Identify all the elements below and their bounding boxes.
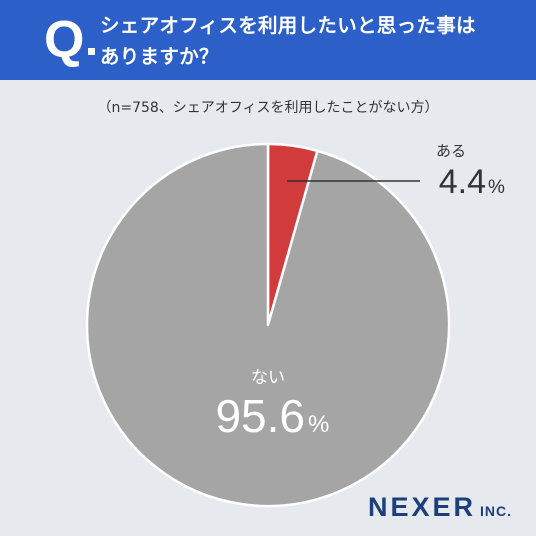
question-text-line-1: シェアオフィスを利用したいと思った事は <box>100 14 476 37</box>
brand-logo: NEXER INC. <box>368 492 512 523</box>
brand-name: NEXER <box>368 492 477 522</box>
brand-suffix: INC. <box>480 503 513 519</box>
question-mark-dot <box>88 48 95 55</box>
slice-label-aru: ある <box>436 142 466 160</box>
slice-value-nai: 95.6 <box>215 390 305 442</box>
slice-value-aru: 4.4 <box>439 163 486 201</box>
question-text-line-2: ありますか？ <box>100 45 219 68</box>
pie-slice-nai <box>85 142 451 508</box>
question-mark: Q <box>44 11 85 69</box>
question-header: Q シェアオフィスを利用したいと思った事は ありますか？ <box>0 0 536 80</box>
slice-unit-aru: % <box>488 177 505 198</box>
sample-note: （n=758、シェアオフィスを利用したことがない方） <box>97 100 439 116</box>
slice-unit-nai: % <box>308 411 329 438</box>
slice-label-nai: ない <box>251 368 285 388</box>
